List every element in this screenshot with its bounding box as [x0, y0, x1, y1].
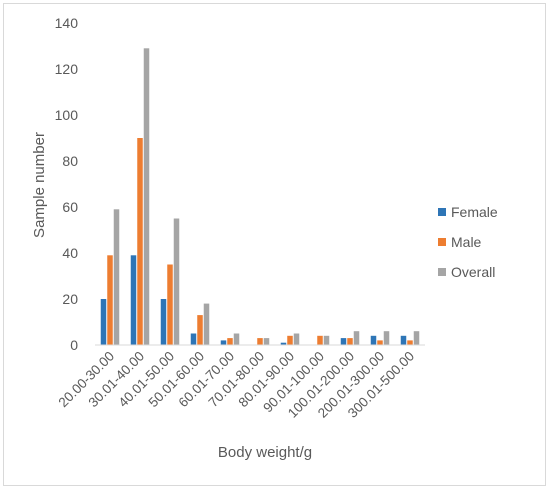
bar-overall-10: [413, 331, 420, 345]
bar-overall-7: [323, 335, 330, 345]
y-tick-label: 20: [62, 291, 78, 307]
bars-group: [100, 48, 420, 346]
chart-frame: [3, 3, 546, 486]
bar-female-4: [220, 340, 227, 345]
bar-overall-0: [113, 209, 120, 345]
bar-male-1: [137, 138, 143, 345]
bar-female-9: [370, 335, 377, 345]
y-tick-label: 60: [62, 199, 78, 215]
bar-overall-6: [293, 333, 300, 345]
bar-female-2: [160, 299, 167, 345]
y-tick-label: 40: [62, 245, 78, 261]
legend: Female Male Overall: [438, 204, 498, 280]
legend-label-male: Male: [451, 234, 482, 250]
bar-overall-2: [173, 218, 180, 345]
bar-male-8: [347, 338, 353, 345]
y-tick-label: 100: [55, 107, 79, 123]
bar-overall-3: [203, 303, 210, 345]
legend-label-female: Female: [451, 204, 498, 220]
bar-male-10: [407, 340, 413, 345]
bar-overall-8: [353, 331, 360, 345]
bar-male-3: [197, 315, 203, 345]
legend-swatch-female: [438, 208, 446, 216]
bar-male-5: [257, 338, 263, 345]
bar-male-9: [377, 340, 383, 345]
y-tick-label: 120: [55, 61, 79, 77]
y-tick-label: 80: [62, 153, 78, 169]
y-tick-label: 0: [70, 337, 78, 353]
bar-overall-5: [263, 338, 270, 345]
bar-female-6: [280, 342, 287, 345]
bar-male-2: [167, 264, 173, 345]
y-axis-ticks: 0 20 40 60 80 100 120 140: [55, 15, 79, 353]
bar-male-0: [107, 255, 113, 345]
bar-female-10: [400, 335, 407, 345]
legend-swatch-male: [438, 238, 446, 246]
bar-male-6: [287, 335, 293, 345]
bar-overall-4: [233, 333, 240, 345]
bar-overall-9: [383, 331, 390, 345]
y-axis-label: Sample number: [31, 132, 48, 238]
legend-label-overall: Overall: [451, 264, 495, 280]
legend-swatch-overall: [438, 268, 446, 276]
bar-female-1: [130, 255, 137, 345]
x-axis-ticks: 20.00-30.0030.01-40.0040.01-50.0050.01-6…: [56, 349, 418, 421]
bar-female-8: [340, 338, 347, 345]
bar-overall-1: [143, 48, 150, 346]
y-tick-label: 140: [55, 15, 79, 31]
bar-female-0: [100, 299, 107, 345]
bar-male-4: [227, 338, 233, 345]
x-axis-label: Body weight/g: [218, 444, 312, 461]
bar-male-7: [317, 335, 323, 345]
bar-female-3: [190, 333, 197, 345]
